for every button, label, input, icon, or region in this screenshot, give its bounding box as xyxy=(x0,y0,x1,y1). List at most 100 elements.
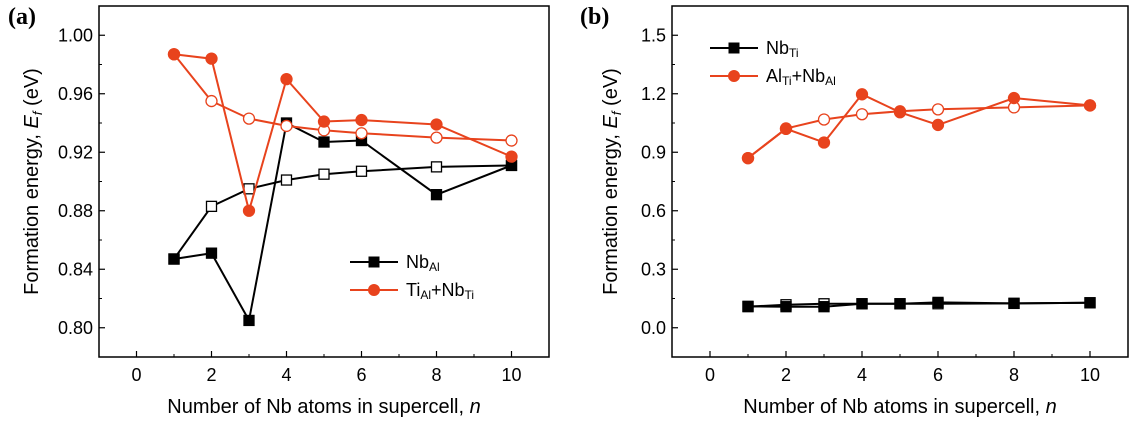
panel-b-x-tick-label: 2 xyxy=(781,365,791,385)
panel-b-x-tick-label: 10 xyxy=(1080,365,1100,385)
panel-a-legend-marker xyxy=(368,284,380,296)
panel-a-legend-marker xyxy=(368,256,380,268)
panel-b-legend-marker xyxy=(728,70,740,82)
panel-a-series-square-filled-point xyxy=(318,136,330,148)
panel-a-y-tick-label: 0.96 xyxy=(58,84,93,104)
panel-a-series-circle-filled-point xyxy=(167,48,181,61)
panel-a-x-axis-label-var: n xyxy=(470,396,481,418)
panel-a-y-axis-label-text: Formation energy, xyxy=(21,128,43,294)
panel-b-series-circle-filled-point xyxy=(741,151,755,165)
panel-b-series-circle-hollow-point xyxy=(855,108,869,121)
panel-b-legend-label-sub: Ti xyxy=(782,74,792,88)
panel-b-x-tick-label: 4 xyxy=(857,365,867,385)
panel-b-legend-label-main2: +Nb xyxy=(792,66,826,86)
panel-a-series-circle-filled-line xyxy=(173,53,512,215)
panel-b-legend-label-main: Nb xyxy=(766,38,789,58)
panel-b-series-square-filled-point xyxy=(894,298,906,310)
panel-b-series-circle-filled-point xyxy=(1083,99,1097,112)
panel-a-series-square-hollow-point xyxy=(243,183,255,195)
panel-a-series-square-filled-point xyxy=(430,189,443,201)
panel-a-series-square-hollow-point xyxy=(318,168,330,180)
panel-a-y-tick-label: 0.84 xyxy=(58,259,93,279)
panel-a-x-tick-label: 4 xyxy=(281,365,291,385)
panel-a-x-tick-label: 10 xyxy=(501,365,521,385)
panel-b-x-axis-label-var: n xyxy=(1046,396,1057,418)
panel-a-series-circle-filled-point xyxy=(242,204,256,217)
panel-b-label: (b) xyxy=(580,4,609,30)
panel-a-series-circle-filled-point xyxy=(280,72,293,86)
panel-b: (b) 0 2 4 6 8 10 0.0 0.3 0.6 0.9 1.2 1.5 Number of Nb… xyxy=(580,4,1129,418)
panel-a-series-circle-hollow-point xyxy=(430,131,443,144)
panel-a-legend-label: TiAl+NbTi xyxy=(406,280,474,302)
panel-a-y-axis-label-var: E xyxy=(21,114,43,128)
panel-a-series-square-filled-point xyxy=(243,314,255,327)
panel-b-y-axis-label-text: Formation energy, xyxy=(600,128,622,294)
panel-b-series-square-filled-point xyxy=(742,300,754,312)
panel-b-series-circle-filled-point xyxy=(817,136,831,149)
panel-a-y-tick-label: 0.80 xyxy=(58,318,93,338)
panel-a-series-circle-hollow-point xyxy=(242,112,256,125)
panel-b-legend-label: NbTi xyxy=(766,38,799,60)
panel-b-series-square-filled-point xyxy=(780,301,792,313)
panel-a-y-tick-label: 0.88 xyxy=(58,201,93,221)
panel-b-series-circle-filled-line xyxy=(747,93,1091,159)
panel-a-legend-entry: TiAl+NbTi xyxy=(350,280,474,302)
panel-a-series-circle-hollow-point xyxy=(355,127,368,140)
panel-b-y-tick-label: 0.9 xyxy=(641,142,666,162)
panel-b-series-circle-hollow-point xyxy=(817,113,831,126)
panel-a-series-square-filled-point xyxy=(205,247,218,259)
panel-b-series-square-filled-point xyxy=(818,301,830,313)
panel-b-x-tick-label: 6 xyxy=(933,365,943,385)
panel-b-legend-marker xyxy=(728,42,740,54)
panel-a-x-axis-label: Number of Nb atoms in supercell, n xyxy=(167,396,480,418)
panel-b-legend-entry: NbTi xyxy=(710,38,799,60)
panel-b-x-tick-label: 0 xyxy=(705,365,715,385)
panel-a-x-tick-label: 8 xyxy=(431,365,441,385)
panel-a-legend-label-sub: Al xyxy=(420,288,431,302)
panel-b-legend-label: AlTi+NbAl xyxy=(766,66,836,88)
panel-b-y-tick-label: 1.5 xyxy=(641,25,666,45)
panel-b-series-circle-hollow-point xyxy=(931,103,945,116)
panel-a-x-tick-label: 2 xyxy=(206,365,216,385)
panel-a-series-square-hollow-point xyxy=(355,165,368,177)
panel-b-y-axis-label-sub: f xyxy=(609,110,624,115)
panel-b-series-circle-filled-point xyxy=(893,106,907,119)
panel-a-legend-label-sub2: Ti xyxy=(465,288,475,302)
panel-a-label: (a) xyxy=(8,4,36,30)
panel-a-legend-label: NbAl xyxy=(406,252,440,274)
panel-a-series-circle-filled-point xyxy=(430,118,443,131)
panel-b-y-tick-label: 0.3 xyxy=(641,259,666,279)
panel-a-x-tick-label: 0 xyxy=(131,365,141,385)
panel-b-series-square-filled-point xyxy=(932,296,944,309)
panel-a: (a) 0 2 4 6 8 10 0.80 0.84 0.88 0.92 0.96 1.00 Number… xyxy=(8,4,550,418)
panel-a-series-square-hollow-point xyxy=(430,161,443,173)
panel-a-legend-label-main: Ti xyxy=(406,280,420,300)
panel-a-y-tick-label: 0.92 xyxy=(58,142,93,162)
panel-b-y-axis-label: Formation energy, Ef (eV) xyxy=(600,68,624,295)
panel-a-legend-label-main: Nb xyxy=(406,252,429,272)
panel-a-series-circle-hollow-point xyxy=(280,119,293,133)
panel-b-x-axis-label: Number of Nb atoms in supercell, n xyxy=(743,396,1056,418)
panel-a-series-circle-filled-point xyxy=(205,52,218,65)
panel-a-series-circle-filled-point xyxy=(355,113,368,127)
panel-b-legend-label-sub: Ti xyxy=(789,46,799,60)
panel-a-y-axis-label-sub: f xyxy=(30,110,45,115)
panel-b-y-axis-label-var: E xyxy=(600,114,622,128)
panel-b-series-circle-filled-point xyxy=(1007,91,1021,105)
panel-b-series-square-filled-point xyxy=(856,298,868,310)
panel-a-legend-label-sub: Al xyxy=(429,260,440,274)
panel-b-series-square-filled-line xyxy=(747,301,1091,308)
panel-a-y-axis-label: Formation energy, Ef (eV) xyxy=(21,68,45,295)
panel-b-x-axis-label-text: Number of Nb atoms in supercell, xyxy=(743,396,1045,418)
panel-b-series-square-filled-point xyxy=(1084,297,1096,309)
panel-a-series-circle-hollow-point xyxy=(505,134,518,147)
panel-b-series-circle-filled-point xyxy=(855,88,869,101)
panel-a-series-square-hollow-point xyxy=(280,174,293,186)
panel-a-series-square-hollow-line xyxy=(173,164,512,260)
panel-a-series-circle-hollow-line xyxy=(173,53,512,142)
panel-a-series-square-filled-line xyxy=(173,121,512,324)
panel-a-series-circle-filled-point xyxy=(317,115,331,128)
panel-b-legend-label-sub2: Al xyxy=(825,74,836,88)
panel-a-y-tick-label: 1.00 xyxy=(58,25,93,45)
panel-b-y-tick-label: 0.0 xyxy=(641,318,666,338)
